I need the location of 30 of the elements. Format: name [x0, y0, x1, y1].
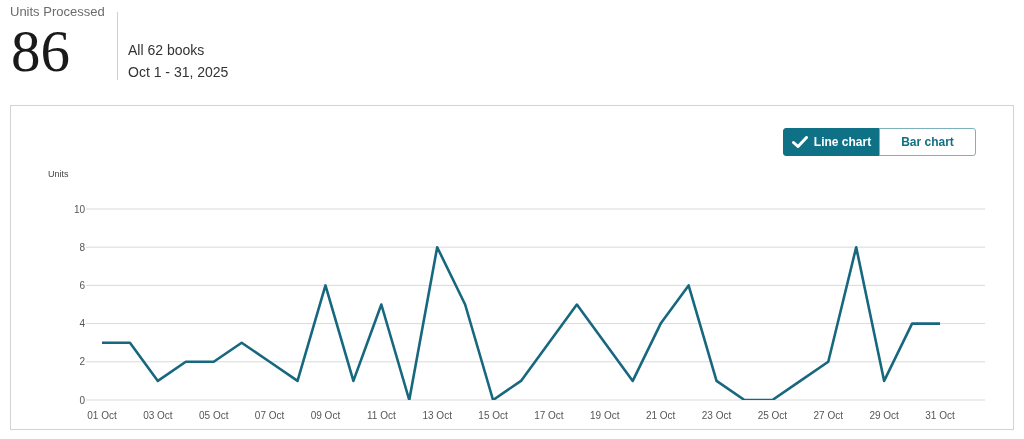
chart-subtitle: All 62 books [128, 42, 205, 59]
y-tick-label: 4 [79, 318, 86, 330]
x-tick-label: 17 Oct [534, 409, 564, 421]
x-tick-label: 23 Oct [701, 409, 732, 421]
x-tick-label: 13 Oct [422, 409, 453, 421]
line-series [102, 245, 940, 400]
x-tick-label: 11 Oct [366, 409, 396, 421]
text: Oct 1 - 31, 2025 [128, 64, 229, 81]
bar-chart-button[interactable]: Bar chart [879, 128, 976, 156]
y-tick-label: 10 [73, 203, 86, 215]
x-tick-label: 15 Oct [478, 409, 509, 421]
x-tick-label: 09 Oct [310, 409, 341, 421]
x-tick-label: 01 Oct [87, 409, 117, 421]
y-tick-label: 8 [79, 241, 86, 253]
x-tick-label: 07 Oct [254, 409, 285, 421]
line-chart-button[interactable]: Line chart [783, 128, 880, 156]
x-tick-label: 27 Oct [813, 409, 844, 421]
x-tick-label: 29 Oct [869, 409, 900, 421]
y-tick-label: 0 [79, 394, 86, 406]
chart-title: Units Processed [10, 4, 105, 20]
x-tick-label: 31 Oct [925, 409, 955, 421]
text: 86 [11, 18, 70, 84]
x-tick-label: 25 Oct [757, 409, 788, 421]
x-tick-label: 19 Oct [590, 409, 620, 421]
x-tick-label: 03 Oct [143, 409, 173, 421]
x-tick-label: 21 Oct [645, 409, 676, 421]
y-tick-label: 2 [79, 356, 86, 368]
y-axis-title: Units [48, 169, 69, 180]
x-tick-label: 05 Oct [199, 409, 229, 421]
y-tick-label: 6 [79, 279, 86, 291]
